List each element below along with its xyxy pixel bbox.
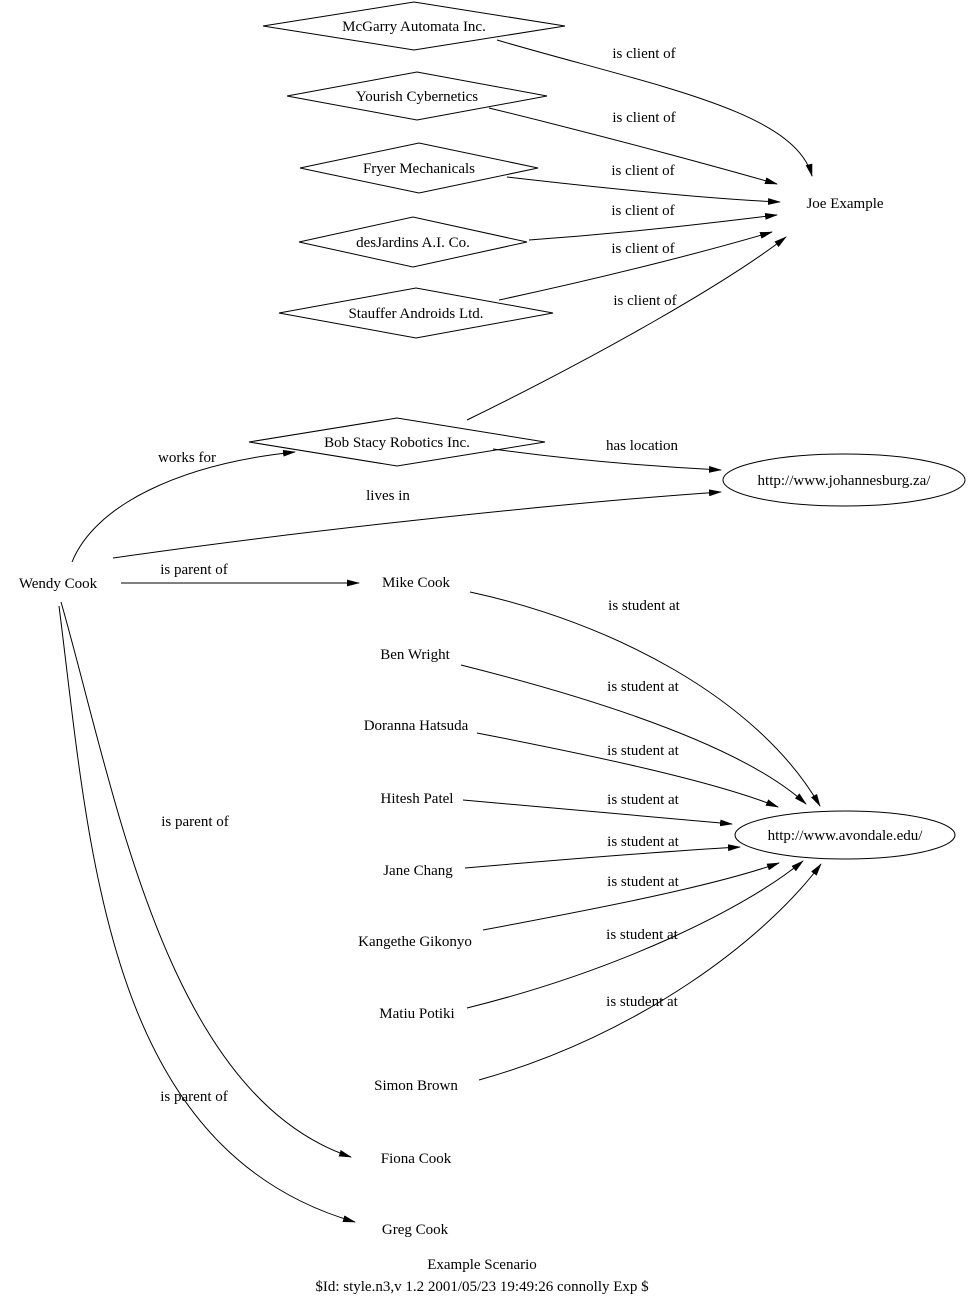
edge-label-is-parent-of: is parent of	[160, 1089, 227, 1105]
edge-mike-is-student-at-avondale	[469, 591, 821, 807]
edge-matiu-is-student-at-avondale	[466, 860, 804, 1009]
edge-label-is-parent-of: is parent of	[160, 562, 227, 578]
person-node-greg-cook: Greg Cook	[382, 1222, 449, 1238]
edge-label-is-client-of: is client of	[611, 163, 674, 179]
company-node-yourish-cybernetics: Yourish Cybernetics	[286, 71, 548, 121]
edge-label-is-student-at: is student at	[607, 743, 679, 759]
edge-mcgarry-is-client-of-joe	[496, 39, 813, 177]
person-node-doranna-hatsuda: Doranna Hatsuda	[364, 718, 469, 734]
diamond-shape	[286, 71, 548, 121]
edge-label-is-client-of: is client of	[611, 241, 674, 257]
edge-label-is-client-of: is client of	[612, 46, 675, 62]
company-node-bob-stacy-robotics: Bob Stacy Robotics Inc.	[248, 417, 546, 467]
edge-hitesh-is-student-at-avondale	[462, 799, 733, 827]
diamond-shape	[248, 417, 546, 467]
edge-label-is-client-of: is client of	[613, 293, 676, 309]
person-node-kangethe-gikonyo: Kangethe Gikonyo	[358, 934, 472, 950]
edge-label-is-student-at: is student at	[607, 792, 679, 808]
person-node-mike-cook: Mike Cook	[382, 575, 450, 591]
edge-label-has-location: has location	[606, 438, 679, 454]
ellipse-shape	[734, 810, 956, 860]
company-label: McGarry Automata Inc.	[342, 19, 486, 35]
edge-simon-is-student-at-avondale	[478, 863, 822, 1081]
company-node-desjardins-ai: desJardins A.I. Co.	[298, 216, 528, 268]
diamond-shape	[262, 1, 566, 51]
company-node-fryer-mechanicals: Fryer Mechanicals	[299, 142, 539, 194]
diamond-shape	[278, 287, 554, 339]
company-label: Fryer Mechanicals	[363, 161, 475, 177]
edge-wendy-is-parent-of-greg	[58, 605, 356, 1223]
person-node-fiona-cook: Fiona Cook	[381, 1151, 452, 1167]
node-layer: McGarry Automata Inc. Yourish Cybernetic…	[19, 1, 966, 1238]
edge-bobstacy-is-client-of-joe	[466, 236, 787, 421]
company-label: desJardins A.I. Co.	[356, 235, 470, 251]
company-label: Stauffer Androids Ltd.	[348, 306, 483, 322]
person-node-hitesh-patel: Hitesh Patel	[381, 791, 454, 807]
person-node-wendy-cook: Wendy Cook	[19, 576, 98, 592]
edge-label-is-student-at: is student at	[606, 994, 678, 1010]
edge-bobstacy-has-location-johannesburg	[492, 448, 722, 473]
person-node-simon-brown: Simon Brown	[374, 1078, 458, 1094]
person-node-joe-example: Joe Example	[806, 196, 883, 212]
edge-stauffer-is-client-of-joe	[498, 231, 773, 301]
caption-version-id: $Id: style.n3,v 1.2 2001/05/23 19:49:26 …	[315, 1279, 649, 1295]
person-node-matiu-potiki: Matiu Potiki	[379, 1006, 454, 1022]
company-node-stauffer-androids: Stauffer Androids Ltd.	[278, 287, 554, 339]
edge-doranna-is-student-at-avondale	[476, 732, 779, 808]
caption: Example Scenario $Id: style.n3,v 1.2 200…	[315, 1257, 649, 1295]
edge-wendy-works-for-bobstacy	[71, 449, 296, 563]
company-label: Yourish Cybernetics	[356, 89, 478, 105]
person-node-ben-wright: Ben Wright	[380, 647, 450, 663]
edge-label-is-client-of: is client of	[611, 203, 674, 219]
diamond-shape	[299, 142, 539, 194]
edge-yourish-is-client-of-joe	[488, 107, 778, 185]
url-node-johannesburg: http://www.johannesburg.za/	[722, 453, 966, 507]
diamond-shape	[298, 216, 528, 268]
person-node-jane-chang: Jane Chang	[383, 863, 453, 879]
edge-wendy-lives-in-johannesburg	[112, 489, 722, 559]
edge-wendy-is-parent-of-fiona	[60, 601, 352, 1158]
edge-jane-is-student-at-avondale	[464, 844, 741, 869]
company-label: Bob Stacy Robotics Inc.	[324, 435, 470, 451]
edge-label-is-student-at: is student at	[607, 679, 679, 695]
edge-label-lives-in: lives in	[366, 488, 410, 504]
company-node-mcgarry-automata: McGarry Automata Inc.	[262, 1, 566, 51]
edge-label-is-parent-of: is parent of	[161, 814, 228, 830]
edge-fryer-is-client-of-joe	[506, 176, 781, 205]
edge-label-is-student-at: is student at	[607, 874, 679, 890]
edge-ben-is-student-at-avondale	[460, 664, 807, 805]
url-label: http://www.avondale.edu/	[768, 828, 924, 844]
edge-kangethe-is-student-at-avondale	[482, 862, 780, 931]
edge-layer	[58, 39, 822, 1223]
url-label: http://www.johannesburg.za/	[758, 473, 932, 489]
edge-desjardins-is-client-of-joe	[528, 213, 778, 241]
url-node-avondale: http://www.avondale.edu/	[734, 810, 956, 860]
edge-label-is-student-at: is student at	[607, 834, 679, 850]
edge-label-is-student-at: is student at	[606, 927, 678, 943]
caption-title: Example Scenario	[427, 1257, 537, 1273]
edge-label-layer: is client of is client of is client of i…	[158, 46, 681, 1105]
edge-label-works-for: works for	[158, 450, 216, 466]
edge-label-is-student-at: is student at	[608, 598, 680, 614]
edge-label-is-client-of: is client of	[612, 110, 675, 126]
ellipse-shape	[722, 453, 966, 507]
